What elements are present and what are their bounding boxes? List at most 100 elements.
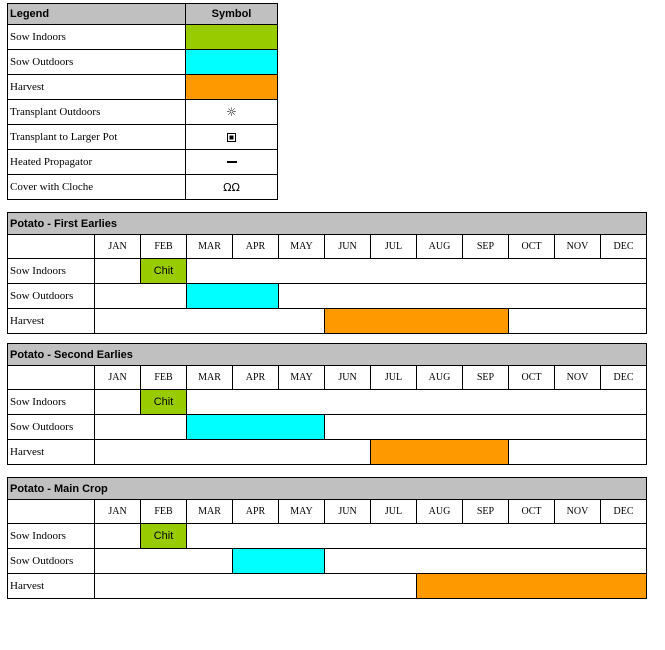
month-header: AUG (416, 365, 463, 390)
month-header: JAN (94, 365, 141, 390)
legend-label: Heated Propagator (7, 149, 186, 175)
crop-title: Potato - Second Earlies (6, 343, 648, 366)
pot-icon (227, 132, 236, 142)
month-header: FEB (140, 365, 187, 390)
activity-label: Harvest (7, 439, 95, 465)
month-header: APR (232, 499, 279, 524)
month-header: JAN (94, 234, 141, 259)
legend-swatch-harvest (185, 74, 278, 100)
activity-bar (370, 439, 509, 465)
empty-span (323, 414, 648, 440)
legend-row-transplant-pot: Transplant to Larger Pot (7, 124, 278, 150)
legend-row-heated-propagator: Heated Propagator (7, 149, 278, 175)
month-header: NOV (554, 499, 601, 524)
activity-bar: Chit (140, 389, 187, 415)
month-header: MAR (186, 499, 233, 524)
month-header: SEP (462, 365, 509, 390)
empty-span (185, 258, 648, 284)
activity-bar: Chit (140, 523, 187, 549)
schedule-row: Harvest (7, 439, 648, 465)
month-header: DEC (599, 234, 648, 259)
month-header: JUN (324, 499, 371, 524)
empty-span (94, 283, 187, 309)
schedule-row: Sow Outdoors (7, 414, 648, 440)
crop-title-row: Potato - First Earlies (6, 212, 648, 235)
legend-table: Legend Symbol Sow Indoors Sow Outdoors H… (7, 3, 278, 200)
empty-span (507, 308, 648, 334)
activity-bar: Chit (140, 258, 187, 284)
month-header: OCT (508, 499, 555, 524)
legend-label: Transplant Outdoors (7, 99, 186, 125)
schedule-row: Sow Outdoors (7, 548, 647, 574)
legend-label: Sow Indoors (7, 24, 186, 50)
month-header: FEB (140, 499, 187, 524)
empty-span (94, 548, 233, 574)
activity-bar (186, 414, 325, 440)
crop-table-main-crop: Potato - Main Crop JAN FEB MAR APR MAY JUN JUL A… (7, 477, 647, 599)
month-header-blank (7, 499, 95, 524)
schedule-row: Harvest (7, 573, 647, 599)
month-header: NOV (554, 234, 601, 259)
legend-row-sow-indoors: Sow Indoors (7, 24, 278, 50)
month-header: JUL (370, 499, 417, 524)
month-header: MAR (186, 365, 233, 390)
legend-label: Cover with Cloche (7, 174, 186, 200)
month-header: AUG (416, 499, 463, 524)
empty-span (94, 308, 325, 334)
month-header: NOV (554, 365, 601, 390)
empty-span (94, 573, 417, 599)
legend-row-transplant-outdoors: Transplant Outdoors ☼ (7, 99, 278, 125)
schedule-row: Sow Outdoors (7, 283, 648, 309)
legend-header-label: Legend (7, 3, 186, 25)
empty-span (277, 283, 648, 309)
month-header: FEB (140, 234, 187, 259)
month-header-blank (7, 365, 95, 390)
legend-swatch-sow-outdoors (185, 49, 278, 75)
crop-title: Potato - First Earlies (6, 212, 648, 235)
activity-label: Sow Outdoors (7, 283, 95, 309)
crop-title-row: Potato - Second Earlies (6, 343, 648, 366)
legend-row-harvest: Harvest (7, 74, 278, 100)
month-header-row: JAN FEB MAR APR MAY JUN JUL AUG SEP OCT NOV DEC (7, 499, 647, 524)
sun-icon: ☼ (226, 105, 237, 119)
crop-title-row: Potato - Main Crop (7, 477, 647, 500)
legend-label: Sow Outdoors (7, 49, 186, 75)
activity-bar (324, 308, 509, 334)
legend-header-row: Legend Symbol (7, 3, 278, 25)
legend-row-cloche: Cover with Cloche ΩΩ (7, 174, 278, 200)
omega-icon: ΩΩ (223, 181, 240, 194)
activity-bar (416, 573, 647, 599)
empty-span (94, 523, 141, 549)
activity-label: Harvest (7, 573, 95, 599)
legend-symbol-cell: ☼ (185, 99, 278, 125)
crop-title: Potato - Main Crop (7, 477, 647, 500)
activity-label: Sow Indoors (7, 389, 95, 415)
legend-label: Transplant to Larger Pot (7, 124, 186, 150)
month-header: APR (232, 234, 279, 259)
empty-span (324, 548, 647, 574)
empty-span (94, 439, 371, 465)
empty-span (185, 389, 648, 415)
month-header: SEP (462, 234, 509, 259)
activity-bar (186, 283, 279, 309)
activity-label: Sow Indoors (7, 523, 95, 549)
empty-span (507, 439, 648, 465)
month-header: SEP (462, 499, 509, 524)
activity-label: Sow Outdoors (7, 548, 95, 574)
schedule-row: Sow Indoors Chit (7, 389, 648, 415)
month-header: AUG (416, 234, 463, 259)
crop-table-second-earlies: Potato - Second Earlies JAN FEB MAR APR MAY JU… (6, 343, 648, 465)
month-header: JUL (370, 234, 417, 259)
month-header-row: JAN FEB MAR APR MAY JUN JUL AUG SEP OCT NOV DEC (7, 365, 648, 390)
month-header: JUN (324, 234, 371, 259)
legend-label: Harvest (7, 74, 186, 100)
legend-symbol-cell (185, 149, 278, 175)
month-header: DEC (599, 365, 648, 390)
empty-span (186, 523, 647, 549)
legend-symbol-cell: ΩΩ (185, 174, 278, 200)
legend-swatch-sow-indoors (185, 24, 278, 50)
dash-icon (226, 161, 237, 164)
month-header: DEC (600, 499, 647, 524)
month-header-row: JAN FEB MAR APR MAY JUN JUL AUG SEP OCT NOV DEC (7, 234, 648, 259)
month-header: OCT (508, 234, 555, 259)
